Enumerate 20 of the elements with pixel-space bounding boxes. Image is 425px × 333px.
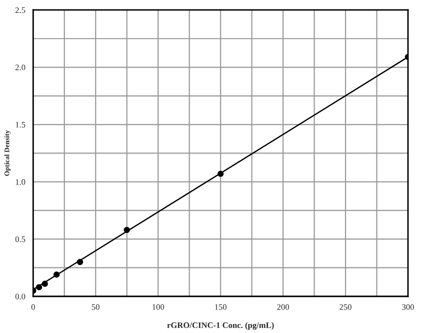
point bbox=[124, 226, 130, 234]
y-tick-label: 1.5 bbox=[16, 122, 26, 128]
x-tick-label: 0 bbox=[31, 304, 35, 310]
point bbox=[53, 272, 60, 278]
y-tick-label: 1.0 bbox=[16, 179, 26, 185]
x-tick-label: 250 bbox=[340, 304, 352, 310]
x-axis-title: rGRO/CINC-1 Conc. (pg/mL) bbox=[167, 322, 274, 330]
y-tick-label: 0.5 bbox=[15, 236, 26, 242]
x-tick-label: 150 bbox=[215, 304, 227, 310]
point bbox=[36, 284, 42, 290]
point bbox=[76, 258, 84, 266]
y-tick-label: 2.0 bbox=[15, 64, 26, 70]
text: 0.0 bbox=[15, 294, 26, 300]
x-tick-label: 50 bbox=[92, 304, 100, 310]
x-tick-label: 200 bbox=[277, 304, 289, 310]
y-tick-label: 2.5 bbox=[15, 7, 26, 13]
x-tick-label: 100 bbox=[152, 304, 164, 310]
point bbox=[42, 280, 48, 287]
point bbox=[217, 170, 224, 177]
x-tick-label: 300 bbox=[402, 304, 414, 310]
